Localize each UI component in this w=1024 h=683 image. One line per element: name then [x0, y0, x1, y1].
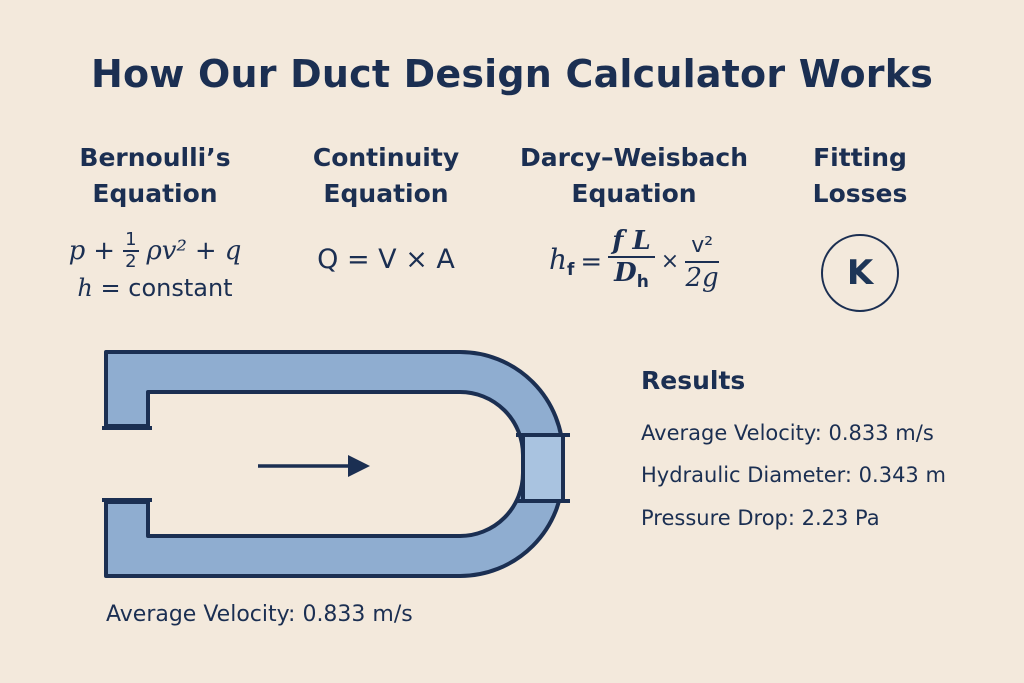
bernoulli-column: Bernoulli’s Equation p + 1 2 ρv² + q h =… [60, 140, 250, 302]
result-average-velocity: Average Velocity: 0.833 m/s [641, 421, 934, 445]
k-symbol: K [846, 253, 874, 293]
result-pressure-drop: Pressure Drop: 2.23 Pa [641, 506, 880, 530]
eq-half-den: 2 [125, 251, 137, 272]
eq-hf: hf [549, 243, 574, 280]
eq-frac-v2-2g: v² 2g [685, 231, 720, 293]
fitting-column: Fitting Losses K [790, 140, 930, 312]
eq-frac-v2: v² [685, 231, 720, 263]
bernoulli-heading-line2: Equation [92, 179, 218, 208]
eq-hf-h: h [548, 243, 568, 276]
continuity-heading-line1: Continuity [312, 143, 460, 172]
duct-fitting-section [521, 435, 565, 501]
darcy-column: Darcy–Weisbach Equation hf = f L Dh × v²… [514, 140, 754, 297]
diagram-velocity-label: Average Velocity: 0.833 m/s [106, 602, 413, 627]
continuity-equation: Q = V × A [317, 244, 455, 275]
eq-plus: + [93, 236, 116, 266]
darcy-heading-line2: Equation [571, 179, 697, 208]
darcy-heading: Darcy–Weisbach Equation [514, 140, 754, 212]
eq-q: q [224, 236, 242, 266]
eq-frac-2g: 2g [685, 262, 719, 293]
eq-h: h [77, 274, 93, 302]
eq-equals: = [580, 246, 603, 277]
results-title: Results [641, 366, 746, 395]
bernoulli-heading: Bernoulli’s Equation [60, 140, 250, 212]
k-coefficient-circle: K [821, 234, 899, 312]
bernoulli-equation-line2: h = constant [60, 274, 250, 302]
result-hydraulic-diameter: Hydraulic Diameter: 0.343 m [641, 463, 946, 487]
eq-constant: = constant [100, 274, 233, 302]
page-title: How Our Duct Design Calculator Works [90, 52, 934, 96]
continuity-heading: Continuity Equation [296, 140, 476, 212]
darcy-equation: hf = f L Dh × v² 2g [514, 226, 754, 297]
eq-frac-fl: f L [608, 226, 655, 258]
eq-plus-2: + [194, 236, 217, 266]
eq-frac-dh: Dh [614, 258, 649, 297]
eq-rho-v2: ρv² [146, 236, 187, 266]
continuity-heading-line2: Equation [323, 179, 449, 208]
duct-diagram [102, 350, 570, 578]
darcy-heading-line1: Darcy–Weisbach [519, 143, 749, 172]
fitting-heading-line2: Losses [812, 179, 908, 208]
eq-frac-d: D [614, 258, 637, 288]
duct-body [104, 350, 565, 578]
continuity-column: Continuity Equation Q = V × A [296, 140, 476, 275]
flow-arrow-icon [258, 455, 370, 477]
eq-p: p [68, 236, 86, 266]
eq-half-num: 1 [123, 229, 139, 252]
eq-hf-sub: f [567, 260, 575, 281]
fitting-heading: Fitting Losses [790, 140, 930, 212]
fitting-heading-line1: Fitting [813, 143, 907, 172]
eq-times: × [660, 249, 680, 275]
bernoulli-equation: p + 1 2 ρv² + q [60, 230, 250, 272]
eq-frac-fl-dh: f L Dh [608, 226, 655, 297]
eq-half-fraction: 1 2 [123, 229, 139, 272]
bernoulli-heading-line1: Bernoulli’s [79, 143, 231, 172]
eq-frac-dh-sub: h [636, 272, 649, 293]
